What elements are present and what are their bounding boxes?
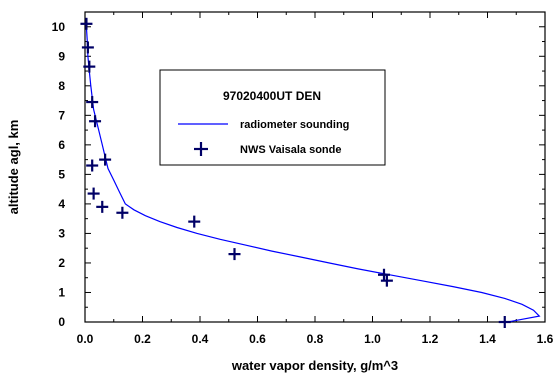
sonde-point xyxy=(87,187,100,200)
ticks xyxy=(84,11,546,323)
sonde-point xyxy=(81,41,94,54)
y-tick-label: 6 xyxy=(58,138,65,152)
sonde-point xyxy=(99,153,112,166)
sonde-point xyxy=(116,206,129,219)
y-tick-label: 7 xyxy=(58,108,65,122)
x-tick-label: 1.6 xyxy=(537,332,554,346)
legend: 97020400UT DEN radiometer sounding NWS V… xyxy=(159,69,386,166)
y-tick-label: 0 xyxy=(58,315,65,329)
y-tick-label: 5 xyxy=(58,167,65,181)
y-tick-label: 3 xyxy=(58,226,65,240)
y-tick-label: 8 xyxy=(58,79,65,93)
legend-title: 97020400UT DEN xyxy=(223,89,321,103)
sonde-point xyxy=(83,60,96,73)
series-layer xyxy=(80,17,541,328)
sonde-point xyxy=(86,96,99,109)
sonde-point xyxy=(380,274,393,287)
x-tick-label: 1.4 xyxy=(479,332,496,346)
sonde-point xyxy=(228,248,241,261)
y-tick-label: 4 xyxy=(58,197,65,211)
plot-frame xyxy=(84,11,546,323)
sonde-point xyxy=(80,17,93,30)
sonde-point xyxy=(498,316,511,328)
x-tick-label: 1.0 xyxy=(364,332,381,346)
x-tick-label: 0.8 xyxy=(307,332,324,346)
sonde-point xyxy=(89,115,102,128)
legend-entry-sonde: NWS Vaisala sonde xyxy=(240,144,341,156)
sonde-point xyxy=(188,215,201,228)
sonde-point xyxy=(378,268,390,281)
sonde-point xyxy=(86,159,99,172)
y-tick-label: 9 xyxy=(58,49,65,63)
x-tick-label: 0.0 xyxy=(77,332,94,346)
x-tick-label: 1.2 xyxy=(422,332,439,346)
x-axis-title: water vapor density, g/m^3 xyxy=(231,358,398,373)
y-axis-title: altitude agl, km xyxy=(6,120,21,215)
tick-labels: 0.0 0.2 0.4 0.6 0.8 1.0 1.2 1.4 1.6 0 1 2 3 4 5 6 7 8 9 10 xyxy=(52,20,554,346)
x-tick-label: 0.2 xyxy=(134,332,151,346)
legend-entry-radiometer: radiometer sounding xyxy=(240,119,349,131)
sonde-point xyxy=(96,200,109,213)
x-tick-label: 0.4 xyxy=(192,332,209,346)
legend-plus-swatch xyxy=(194,142,208,156)
y-tick-label: 2 xyxy=(58,256,65,270)
y-tick-label: 1 xyxy=(58,285,65,299)
x-tick-label: 0.6 xyxy=(249,332,266,346)
y-tick-label: 10 xyxy=(52,20,66,34)
